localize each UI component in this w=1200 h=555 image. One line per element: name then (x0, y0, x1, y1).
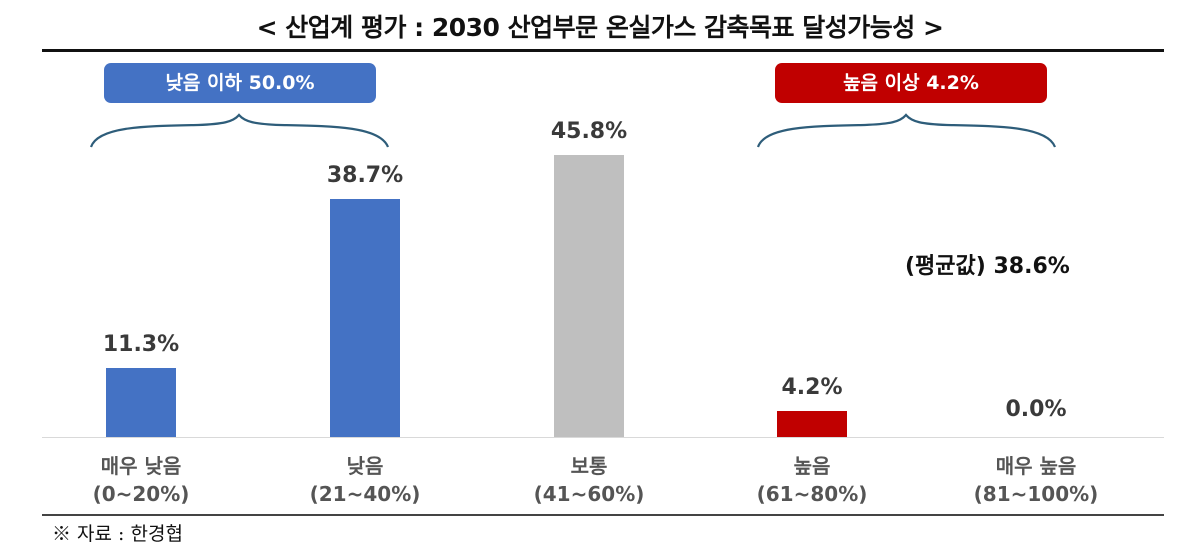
footer-rule (42, 514, 1164, 516)
high-group-badge: 높음 이상 4.2% (775, 63, 1047, 103)
category-label: 보통 (41~60%) (489, 452, 689, 508)
bar-value-label: 11.3% (102, 332, 180, 357)
bar (106, 368, 176, 437)
chart-title: < 산업계 평가 : 2030 산업부문 온실가스 감축목표 달성가능성 > (256, 13, 944, 42)
category-label-line: (61~80%) (756, 482, 868, 506)
title-underline (42, 49, 1164, 52)
high-group-brace-icon (756, 113, 1057, 148)
category-label-line: (21~40%) (309, 482, 421, 506)
bar (554, 155, 624, 437)
category-label: 낮음 (21~40%) (265, 452, 465, 508)
category-label: 매우 높음 (81~100%) (936, 452, 1136, 508)
low-group-badge: 낮음 이하 50.0% (104, 63, 376, 103)
category-label: 높음 (61~80%) (712, 452, 912, 508)
category-label-line: (81~100%) (973, 482, 1099, 506)
source-note: ※ 자료 : 한경협 (52, 523, 183, 545)
category-label-line: 매우 높음 (995, 454, 1077, 478)
bar-value-label: 45.8% (550, 119, 628, 144)
category-label: 매우 낮음 (0~20%) (41, 452, 241, 508)
category-label-line: (41~60%) (533, 482, 645, 506)
category-label-line: 낮음 (346, 454, 384, 478)
average-annotation: (평균값) 38.6% (905, 254, 1070, 279)
bar (777, 411, 847, 437)
bar (330, 199, 400, 437)
bar-value-label: 0.0% (1005, 397, 1067, 422)
bar-value-label: 38.7% (326, 163, 404, 188)
category-label-line: 매우 낮음 (100, 454, 182, 478)
x-axis-baseline (42, 437, 1164, 438)
category-label-line: 보통 (570, 454, 608, 478)
category-label-line: 높음 (793, 454, 831, 478)
low-group-brace-icon (89, 113, 390, 148)
bar-value-label: 4.2% (781, 375, 843, 400)
category-label-line: (0~20%) (92, 482, 190, 506)
